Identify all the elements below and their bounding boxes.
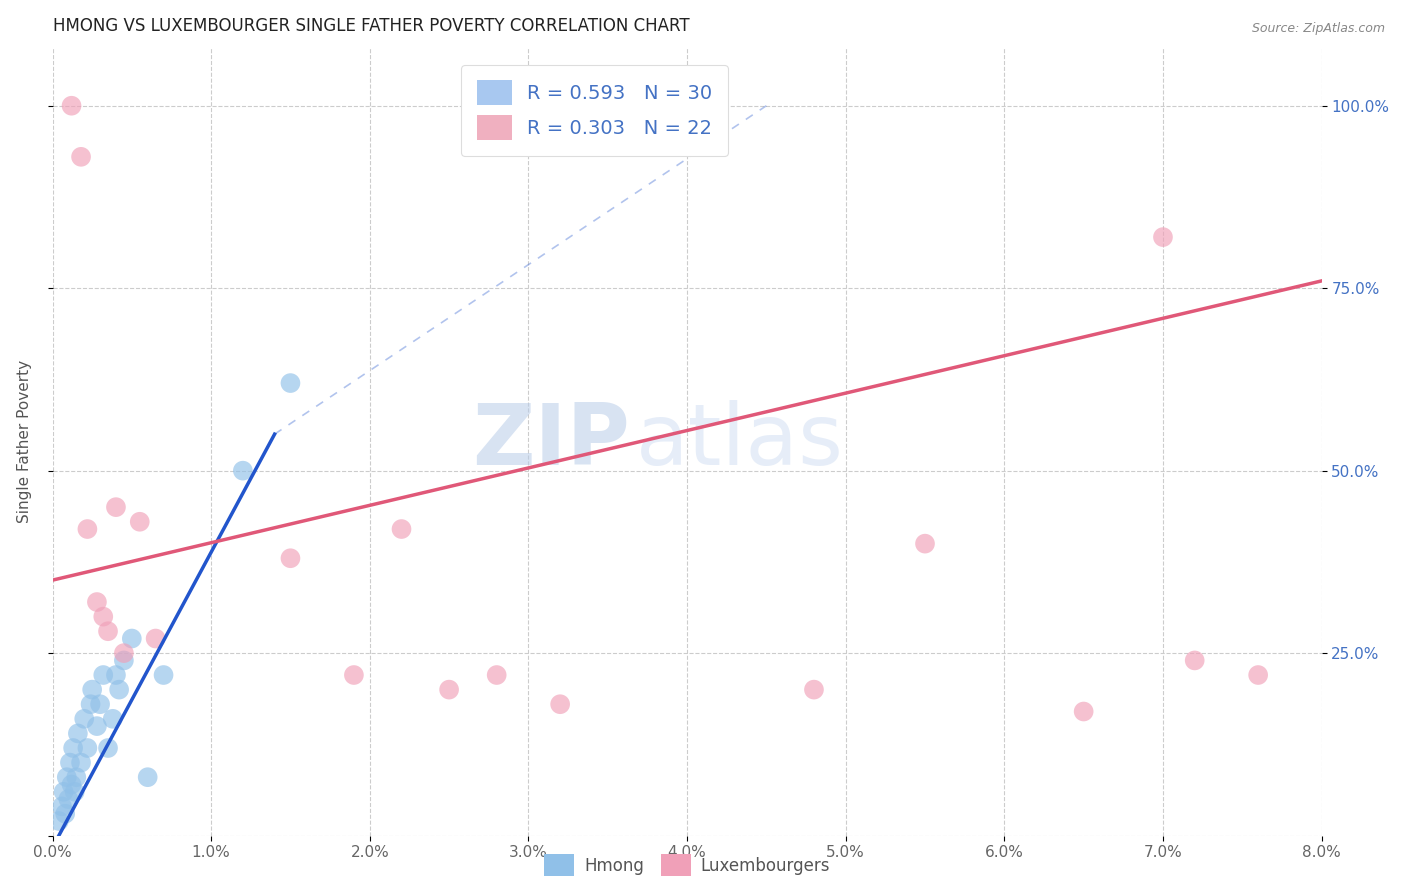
Point: [1073, 705, 1095, 719]
Point: [73, 712, 96, 726]
Point: [343, 668, 366, 682]
Point: [91, 668, 114, 682]
Point: [280, 551, 302, 566]
Point: [51, 799, 73, 814]
Point: [112, 646, 135, 660]
Point: [97, 624, 120, 639]
Point: [66, 726, 89, 740]
Point: [62, 741, 84, 756]
Point: [437, 682, 460, 697]
Point: [1152, 230, 1174, 244]
Point: [63, 785, 86, 799]
Point: [104, 668, 127, 682]
Point: [145, 632, 167, 646]
Point: [91, 609, 114, 624]
Point: [53, 806, 76, 821]
Y-axis label: Single Father Poverty: Single Father Poverty: [17, 359, 32, 523]
Point: [55, 770, 77, 784]
Point: [58, 792, 80, 806]
Point: [97, 741, 120, 756]
Point: [108, 682, 131, 697]
Point: [152, 668, 174, 682]
Point: [232, 464, 254, 478]
Point: [391, 522, 413, 536]
Point: [104, 500, 127, 515]
Point: [914, 536, 936, 550]
Point: [86, 719, 108, 733]
Point: [82, 682, 104, 697]
Point: [86, 595, 108, 609]
Point: [89, 697, 111, 711]
Point: [70, 756, 93, 770]
Point: [52, 785, 75, 799]
Point: [76, 741, 98, 756]
Point: [60, 99, 83, 113]
Point: [1247, 668, 1270, 682]
Point: [101, 712, 124, 726]
Point: [485, 668, 508, 682]
Point: [65, 770, 87, 784]
Text: ZIP: ZIP: [472, 400, 630, 483]
Point: [112, 653, 135, 667]
Point: [70, 150, 93, 164]
Point: [128, 515, 150, 529]
Text: atlas: atlas: [637, 400, 844, 483]
Text: Source: ZipAtlas.com: Source: ZipAtlas.com: [1251, 22, 1385, 36]
Point: [121, 632, 143, 646]
Point: [60, 777, 83, 791]
Point: [548, 697, 571, 711]
Point: [76, 522, 98, 536]
Legend: Hmong, Luxembourgers: Hmong, Luxembourgers: [537, 847, 837, 882]
Point: [1184, 653, 1206, 667]
Point: [280, 376, 302, 390]
Text: HMONG VS LUXEMBOURGER SINGLE FATHER POVERTY CORRELATION CHART: HMONG VS LUXEMBOURGER SINGLE FATHER POVE…: [52, 17, 689, 35]
Point: [59, 756, 82, 770]
Point: [48, 814, 70, 828]
Point: [79, 697, 101, 711]
Point: [136, 770, 159, 784]
Point: [803, 682, 825, 697]
